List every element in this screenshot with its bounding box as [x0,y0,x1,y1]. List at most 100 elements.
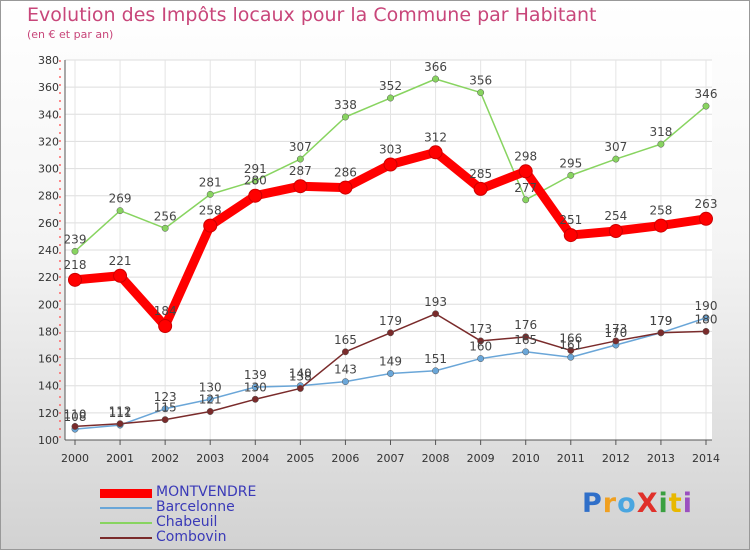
chart-subtitle: (en € et par an) [27,28,114,41]
legend-label: Barcelonne [156,499,235,515]
data-label-montvendre: 298 [514,149,537,163]
data-point-montvendre [473,181,488,196]
data-label-chabeuil: 318 [649,125,672,139]
legend-swatch [100,507,152,509]
brand-letter: i [658,488,669,519]
data-point-chabeuil [116,207,124,215]
data-label-chabeuil: 366 [424,60,447,74]
data-label-montvendre: 218 [64,258,87,272]
data-point-montvendre [383,157,398,172]
data-point-montvendre [158,319,173,333]
data-label-barcelonne: 165 [514,333,537,347]
data-point-combovin [612,337,620,345]
x-tick-label: 2013 [647,452,675,465]
data-label-montvendre: 263 [695,197,718,211]
data-point-combovin [116,420,124,428]
legend-swatch [100,537,152,539]
chart-title: Evolution des Impôts locaux pour la Comm… [27,4,597,26]
data-label-chabeuil: 356 [469,74,492,88]
data-point-chabeuil [71,247,79,255]
x-tick-label: 2007 [377,452,405,465]
data-point-chabeuil [522,196,530,204]
data-point-chabeuil [341,113,349,121]
brand-letter: t [668,488,683,519]
data-label-chabeuil: 239 [64,232,87,246]
y-tick-label: 320 [38,135,59,148]
x-tick-label: 2006 [331,452,359,465]
data-label-montvendre: 303 [379,143,402,157]
data-label-combovin: 193 [424,295,447,309]
x-tick-label: 2000 [61,452,89,465]
data-point-combovin [161,416,169,424]
data-label-combovin: 110 [64,407,87,421]
grid-layer [65,59,712,441]
x-tick-label: 2009 [467,452,495,465]
data-point-chabeuil [251,177,259,185]
data-label-combovin: 179 [379,314,402,328]
legend-label: MONTVENDRE [156,484,257,500]
data-label-chabeuil: 338 [334,98,357,112]
data-label-montvendre: 280 [244,174,267,188]
data-label-combovin: 173 [604,322,627,336]
data-label-chabeuil: 307 [604,140,627,154]
data-label-layer: 239 269 256 281 291 307 338 352 366 356 277 295 307 3… [64,60,718,424]
data-point-montvendre [608,224,623,238]
axis-layer: 100 120 140 160 180 200 220 240 260 280 300 320 340 3… [38,54,720,465]
data-point-combovin [341,348,349,356]
data-label-barcelonne: 151 [424,352,447,366]
x-tick-label: 2004 [241,452,269,465]
data-point-chabeuil [567,171,575,179]
data-point-combovin [71,422,79,430]
legend-swatch [100,488,152,498]
data-point-montvendre [68,272,82,287]
data-point-combovin [432,310,440,318]
y-tick-label: 260 [38,217,59,230]
data-label-barcelonne: 149 [379,355,402,369]
data-label-chabeuil: 352 [379,79,402,93]
data-label-montvendre: 184 [154,304,177,318]
data-point-montvendre [248,188,263,203]
data-label-barcelonne: 179 [649,314,672,328]
data-label-combovin: 112 [109,405,132,419]
data-label-combovin: 180 [695,312,718,326]
data-point-combovin [251,395,259,403]
data-point-chabeuil [432,75,440,83]
data-point-montvendre [653,218,668,233]
data-label-montvendre: 221 [109,254,132,268]
data-point-chabeuil [206,190,214,198]
data-point-chabeuil [657,140,665,148]
data-point-barcelonne [567,353,575,361]
x-tick-label: 2005 [286,452,314,465]
data-point-montvendre [518,164,533,179]
data-point-montvendre [293,179,308,194]
x-tick-label: 2002 [151,452,179,465]
data-point-barcelonne [251,383,259,391]
data-point-barcelonne [341,378,349,386]
x-tick-label: 2012 [602,452,630,465]
brand-letter: r [602,488,618,519]
data-point-chabeuil [296,155,304,163]
data-point-combovin [477,337,485,345]
data-label-barcelonne: 143 [334,363,357,377]
y-tick-label: 140 [38,380,59,393]
data-point-montvendre [428,145,443,160]
data-label-montvendre: 287 [289,164,312,178]
y-tick-label: 280 [38,190,59,203]
y-tick-label: 240 [38,244,59,257]
data-label-combovin: 176 [514,318,537,332]
data-label-chabeuil: 256 [154,209,177,223]
data-point-montvendre [338,180,353,195]
y-tick-label: 380 [38,54,59,67]
data-label-barcelonne: 139 [244,368,267,382]
data-point-montvendre [563,228,578,243]
data-label-combovin: 179 [649,314,672,328]
data-point-combovin [206,408,214,415]
data-point-barcelonne [387,370,394,377]
y-tick-label: 180 [38,325,59,338]
data-label-combovin: 121 [199,393,222,407]
data-point-barcelonne [206,395,214,403]
data-label-chabeuil: 295 [559,156,582,170]
data-label-montvendre: 286 [334,166,357,180]
data-point-barcelonne [432,367,440,375]
data-label-chabeuil: 269 [109,192,132,206]
